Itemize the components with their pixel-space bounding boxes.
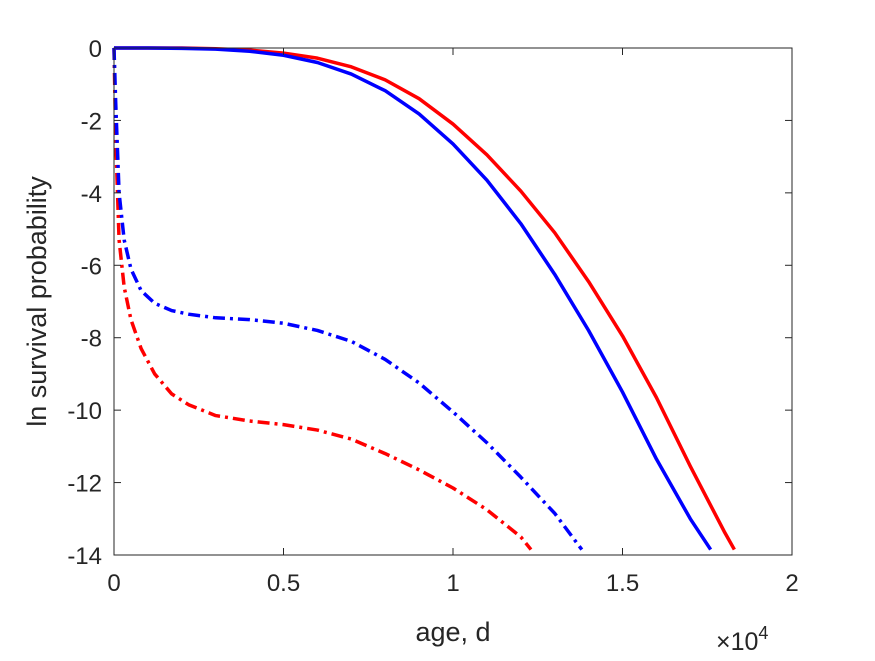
- y-tick-label: -4: [81, 181, 102, 208]
- x-tick-label: 2: [785, 570, 798, 597]
- x-exponent-base: ×10: [716, 628, 758, 656]
- x-exponent-power: 4: [758, 623, 768, 643]
- y-axis-label: ln survival probability: [22, 176, 52, 427]
- x-tick-label: 0.5: [267, 570, 300, 597]
- tick-marks: [113, 47, 793, 556]
- y-tick-label: -8: [81, 326, 102, 353]
- y-tick-label: -14: [67, 543, 102, 570]
- x-axis-label: age, d: [415, 617, 490, 647]
- y-tick-label: -10: [67, 398, 102, 425]
- tick-labels: 0 0.5 1 1.5 2 0 -2 -4 -6 -8 -10 -12 -14: [67, 36, 798, 597]
- series-line-4: [112, 47, 584, 551]
- y-tick-label: -12: [67, 471, 102, 498]
- x-tick-label: 1.5: [606, 570, 639, 597]
- y-tick-label: -6: [81, 253, 102, 280]
- x-axis-exponent: ×104: [716, 623, 768, 656]
- series-lines: [112, 46, 736, 551]
- series-line-3: [112, 47, 533, 551]
- y-tick-label: 0: [89, 36, 102, 63]
- x-tick-label: 0: [107, 570, 120, 597]
- series-line-2: [114, 46, 713, 551]
- y-tick-label: -2: [81, 108, 102, 135]
- x-tick-label: 1: [446, 570, 459, 597]
